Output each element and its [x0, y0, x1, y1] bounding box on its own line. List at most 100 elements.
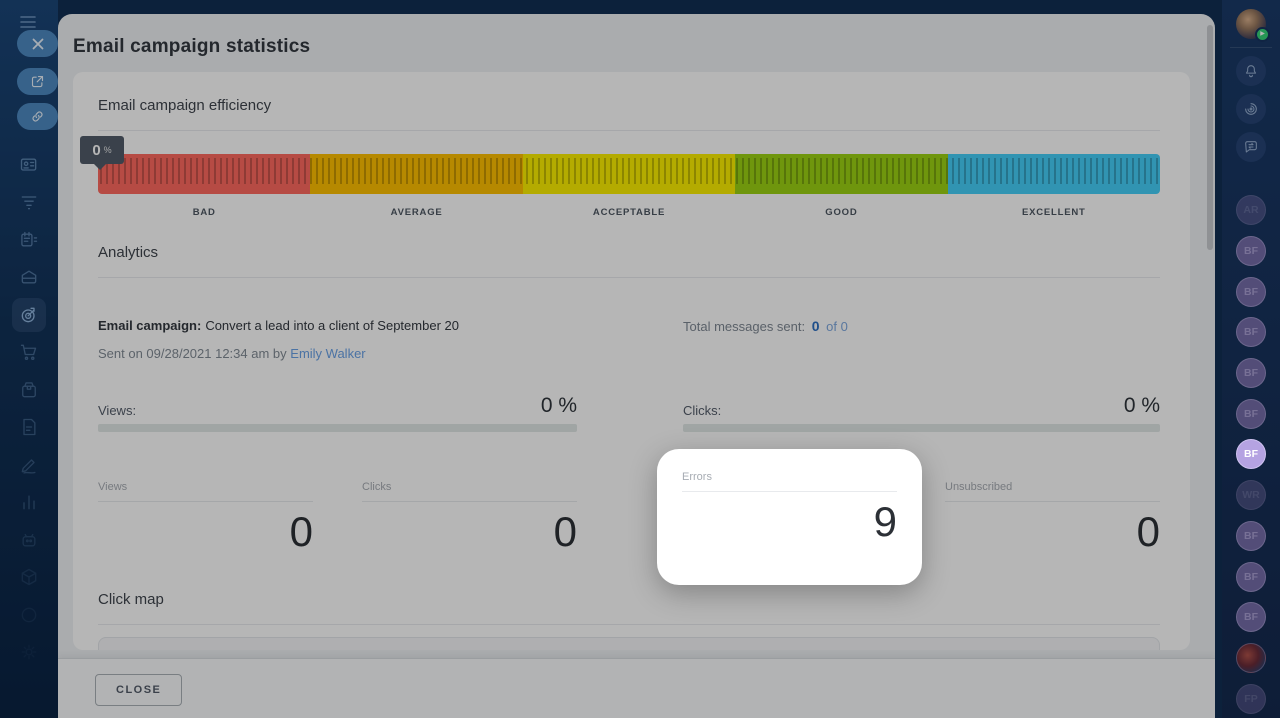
modal-title: Email campaign statistics [73, 36, 311, 57]
gauge-label-average: AVERAGE [390, 207, 443, 218]
views-progress-value: 0 % [540, 394, 577, 417]
avatar-highlighted: BF [1236, 439, 1266, 470]
avatar-photo [1236, 642, 1266, 673]
avatar: BF [1236, 236, 1266, 267]
chat-item[interactable] [1236, 638, 1266, 679]
gauge-segment-bad [98, 154, 311, 194]
contact-card-icon [20, 158, 37, 171]
stat-clicks-value: 0 [553, 508, 577, 555]
chat-item[interactable]: BF [1236, 312, 1266, 353]
gauge-label-excellent: EXCELLENT [1021, 207, 1086, 218]
stat-views: Views 0 [98, 481, 313, 554]
stat-views-value: 0 [289, 508, 313, 555]
avatar: FP [1236, 683, 1266, 714]
sidebar-item-planner[interactable] [0, 221, 58, 259]
gauge-labels: BAD AVERAGE ACCEPTABLE GOOD EXCELLENT [98, 207, 1160, 218]
avatar: BF [1236, 276, 1266, 307]
focus-circles-icon [1245, 103, 1257, 115]
chat-item[interactable]: BF [1236, 353, 1266, 394]
stat-errors-label: Errors [682, 471, 897, 492]
sidebar-item-apps[interactable] [0, 559, 58, 597]
modal-footer: CLOSE [58, 658, 1215, 718]
sender-link[interactable]: Emily Walker [290, 346, 366, 361]
stat-unsubscribed-label: Unsubscribed [945, 481, 1160, 502]
sidebar-item-contact-center[interactable] [0, 146, 58, 184]
click-map-area [98, 637, 1160, 650]
bar-chart-icon [23, 495, 35, 510]
chat-item[interactable]: FP [1236, 678, 1266, 718]
chat-item[interactable]: BF [1236, 597, 1266, 638]
sidebar-item-more[interactable] [0, 596, 58, 634]
stat-views-label: Views [98, 481, 313, 502]
total-messages-line: Total messages sent: 0 of 0 [683, 318, 1160, 334]
right-sidebar: ▶ AR BF BF BF BF BF BF WR BF BF BF [1222, 0, 1280, 718]
gauge-label-bad: BAD [192, 207, 216, 218]
close-icon [32, 38, 43, 49]
copy-link-button[interactable] [17, 103, 58, 130]
statistics-card: Email campaign efficiency 0 % BAD [73, 72, 1190, 650]
left-sidebar-nav [0, 146, 58, 671]
chat-item[interactable]: BF [1236, 271, 1266, 312]
gauge-label-acceptable: ACCEPTABLE [592, 207, 666, 218]
chat-item[interactable]: AR [1236, 190, 1266, 231]
chat-item[interactable]: BF [1236, 516, 1266, 557]
sales-funnel-icon [21, 196, 37, 210]
click-map-section-title: Click map [98, 591, 164, 609]
menu-icon[interactable] [20, 16, 36, 28]
gauge-segment-average [310, 154, 523, 194]
planner-icon [21, 231, 38, 247]
avatar: BF [1236, 602, 1266, 633]
sent-prefix: Sent on 09/28/2021 12:34 am by [98, 346, 287, 361]
notifications-button[interactable] [1236, 56, 1266, 86]
total-label: Total messages sent: [683, 319, 806, 334]
avatar: BF [1236, 520, 1266, 551]
sidebar-item-sign[interactable] [0, 446, 58, 484]
avatar: AR [1236, 195, 1266, 226]
sidebar-item-shop[interactable] [0, 334, 58, 372]
chat-item[interactable]: BF [1236, 556, 1266, 597]
robot-icon [22, 533, 36, 547]
open-new-window-button[interactable] [17, 68, 58, 95]
stat-errors-value: 9 [873, 498, 897, 545]
gauge-ticks [100, 158, 1158, 184]
stat-errors-highlighted-card: Errors 9 [657, 449, 922, 585]
workspace-icon [21, 270, 37, 284]
sidebar-item-workspace[interactable] [0, 259, 58, 297]
user-avatar[interactable]: ▶ [1236, 9, 1270, 42]
avatar: WR [1236, 480, 1266, 511]
sidebar-item-sales-funnel[interactable] [0, 184, 58, 222]
email-campaign-statistics-modal: Email campaign statistics Email campaign… [58, 14, 1215, 718]
sidebar-item-marketing-active[interactable] [0, 296, 58, 334]
chat-transfer-icon [1245, 141, 1257, 153]
sidebar-item-inventory[interactable] [0, 371, 58, 409]
campaign-label: Email campaign: [98, 318, 202, 333]
close-slider-button[interactable] [17, 30, 58, 57]
chat-item-active[interactable]: BF [1236, 434, 1266, 475]
divider [98, 624, 1160, 626]
chat-item[interactable]: BF [1236, 231, 1266, 272]
gauge-segment-good [735, 154, 948, 194]
cube-icon [21, 569, 37, 586]
modal-scrollbar[interactable] [1207, 25, 1213, 250]
avatar: BF [1236, 358, 1266, 389]
marketing-target-icon [21, 307, 35, 323]
chat-item[interactable]: BF [1236, 393, 1266, 434]
circle-icon [21, 607, 37, 623]
sidebar-item-ai[interactable] [0, 521, 58, 559]
right-sidebar-buttons [1222, 56, 1280, 162]
close-button[interactable]: CLOSE [95, 674, 183, 706]
chat-item[interactable]: WR [1236, 475, 1266, 516]
clicks-progress-value: 0 % [1123, 394, 1160, 417]
campaign-line: Email campaign: Convert a lead into a cli… [98, 318, 577, 333]
campaign-name: Convert a lead into a client of Septembe… [205, 318, 459, 333]
analytics-section-title: Analytics [98, 244, 159, 261]
sidebar-item-settings[interactable] [0, 634, 58, 672]
focus-button[interactable] [1236, 94, 1266, 124]
package-icon [22, 382, 36, 398]
notification-bell-icon [1245, 65, 1257, 78]
sidebar-item-documents[interactable] [0, 409, 58, 447]
chat-transfer-button[interactable] [1236, 132, 1266, 162]
sidebar-item-analytics[interactable] [0, 484, 58, 522]
